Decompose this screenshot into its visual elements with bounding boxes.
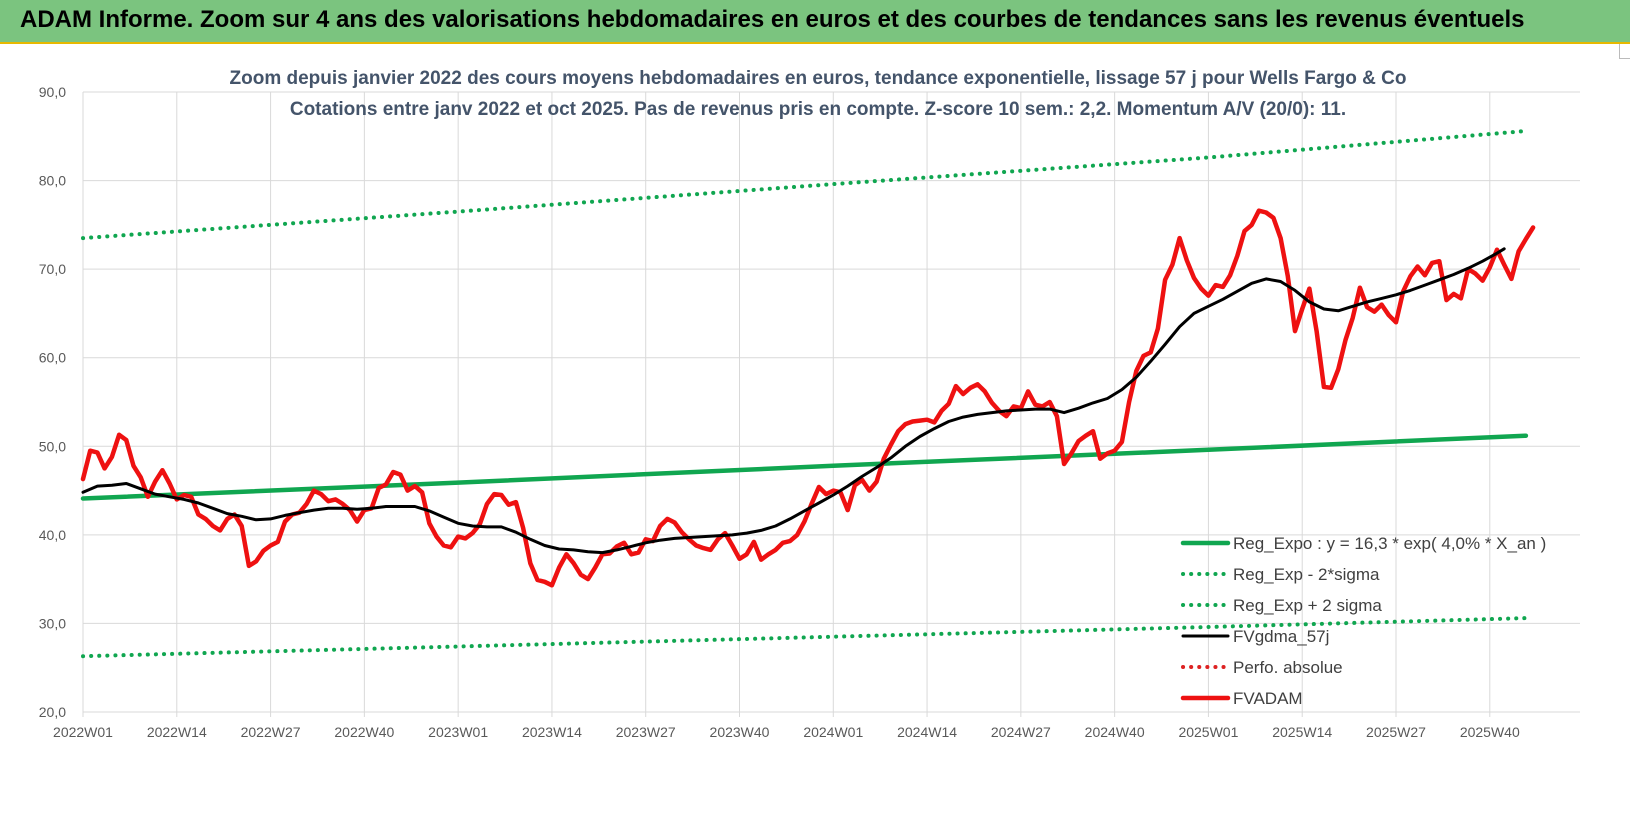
legend-label: Reg_Expo : y = 16,3 * exp( 4,0% * X_an ) [1233,534,1546,553]
series-line-fvgdma-57j [81,247,1506,555]
x-tick-label: 2023W40 [710,724,770,740]
legend: Reg_Expo : y = 16,3 * exp( 4,0% * X_an )… [1180,534,1546,708]
y-axis-ticks: 20,0 30,0 40,0 50,0 60,0 70,0 80,0 90,0 [39,84,66,720]
window-corner [1619,44,1630,59]
x-tick-label: 2024W01 [803,724,863,740]
legend-label: Reg_Exp + 2 sigma [1233,596,1382,615]
y-tick-label: 40,0 [39,527,66,543]
x-tick-label: 2022W14 [147,724,207,740]
chart-title: Zoom depuis janvier 2022 des cours moyen… [230,68,1407,89]
series-line-reg-exp-2-sigma [81,616,1528,659]
x-tick-label: 2023W27 [616,724,676,740]
x-tick-label: 2024W27 [991,724,1051,740]
x-tick-label: 2025W27 [1366,724,1426,740]
trend-chart: 20,0 30,0 40,0 50,0 60,0 70,0 80,0 90,0 2022W01… [39,68,1580,740]
report-banner: ADAM Informe. Zoom sur 4 ans des valoris… [0,0,1630,44]
x-tick-label: 2023W01 [428,724,488,740]
series-line-fvadam [80,208,1536,588]
series-line-reg-expo-y-16-3-exp-4-0-x-an [80,433,1529,501]
legend-label: FVADAM [1233,689,1303,708]
y-tick-label: 90,0 [39,84,66,100]
x-axis-ticks: 2022W01 2022W14 2022W27 2022W40 2023W01 2023W… [53,724,1520,740]
x-tick-label: 2023W14 [522,724,582,740]
y-tick-label: 20,0 [39,704,66,720]
series-lines [80,129,1536,659]
legend-label: FVgdma_57j [1233,627,1329,646]
chart-subtitle: Cotations entre janv 2022 et oct 2025. P… [290,99,1346,120]
legend-label: Perfo. absolue [1233,658,1343,677]
x-tick-label: 2022W40 [334,724,394,740]
series-line-reg-exp-2-sigma [81,129,1528,241]
x-tick-label: 2025W01 [1178,724,1238,740]
report-banner-title: ADAM Informe. Zoom sur 4 ans des valoris… [20,6,1525,33]
x-tick-label: 2024W40 [1085,724,1145,740]
x-tick-label: 2025W40 [1460,724,1520,740]
legend-label: Reg_Exp - 2*sigma [1233,565,1380,584]
y-tick-label: 80,0 [39,173,66,189]
chart-area: 20,0 30,0 40,0 50,0 60,0 70,0 80,0 90,0 2022W01… [0,44,1630,815]
y-tick-label: 30,0 [39,615,66,631]
y-tick-label: 70,0 [39,261,66,277]
x-tick-label: 2022W01 [53,724,113,740]
x-tick-label: 2022W27 [241,724,301,740]
y-tick-label: 60,0 [39,350,66,366]
y-tick-label: 50,0 [39,438,66,454]
x-tick-label: 2024W14 [897,724,957,740]
gridlines [82,91,1580,717]
x-tick-label: 2025W14 [1272,724,1332,740]
